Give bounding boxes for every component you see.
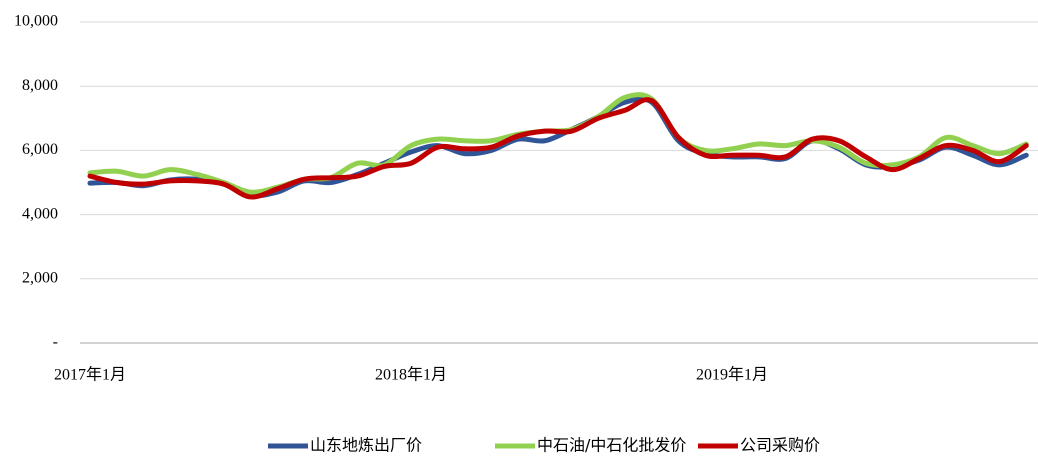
y-tick-label: 2,000 bbox=[22, 269, 58, 286]
y-tick-label: 8,000 bbox=[22, 77, 58, 94]
series-line bbox=[87, 97, 1029, 200]
x-tick-label: 2018年1月 bbox=[375, 366, 447, 384]
series-line bbox=[87, 92, 1029, 195]
legend-label: 中石油/中石化批发价 bbox=[537, 436, 686, 455]
y-tick-label: 4,000 bbox=[22, 205, 58, 222]
legend-label: 山东地炼出厂价 bbox=[310, 436, 422, 455]
series-line bbox=[87, 96, 1029, 199]
x-tick-label: 2019年1月 bbox=[696, 366, 768, 384]
y-tick-label: 6,000 bbox=[22, 141, 58, 158]
y-tick-label: 10,000 bbox=[14, 13, 58, 30]
x-tick-label: 2017年1月 bbox=[54, 366, 126, 384]
y-tick-label: - bbox=[53, 334, 58, 351]
legend-label: 公司采购价 bbox=[740, 436, 820, 455]
